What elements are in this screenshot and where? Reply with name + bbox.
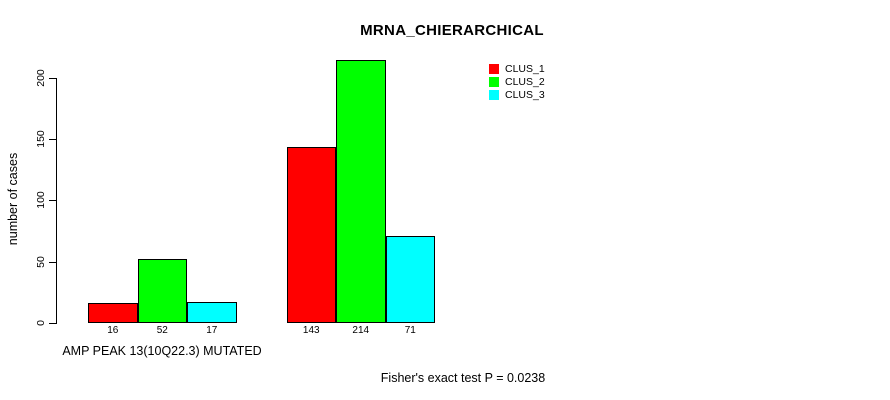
legend-swatch-clus_3 bbox=[489, 89, 499, 100]
legend-row-clus_3: CLUS_3 bbox=[489, 88, 545, 101]
chart-title: MRNA_CHIERARCHICAL bbox=[360, 22, 544, 39]
bar-clus_1-group2 bbox=[286, 147, 336, 323]
footnote-text: Fisher's exact test P = 0.0238 bbox=[380, 371, 546, 385]
y-axis-tick-label: 100 bbox=[35, 191, 47, 210]
legend: CLUS_1 CLUS_2 CLUS_3 bbox=[489, 64, 545, 100]
bar-value-label: 214 bbox=[352, 324, 370, 336]
y-axis-tick-label: 150 bbox=[35, 130, 47, 148]
y-axis-tick bbox=[49, 138, 56, 140]
legend-label: CLUS_1 bbox=[505, 63, 545, 75]
y-axis-tick bbox=[49, 77, 56, 79]
bar-clus_2-group2 bbox=[336, 60, 386, 323]
legend-row-clus_1: CLUS_1 bbox=[489, 64, 545, 74]
y-axis-label: number of cases bbox=[6, 152, 20, 246]
legend-label: CLUS_2 bbox=[505, 75, 545, 88]
y-axis-tick bbox=[49, 261, 56, 263]
bar-value-label: 16 bbox=[107, 324, 119, 336]
legend-swatch-clus_1 bbox=[489, 64, 499, 74]
y-axis-tick-label: 0 bbox=[35, 320, 47, 326]
bar-value-label: 17 bbox=[206, 324, 218, 336]
x-axis-group-label: AMP PEAK 13(10Q22.3) MUTATED bbox=[62, 344, 262, 358]
bar-clus_1-group1 bbox=[88, 303, 138, 323]
legend-row-clus_2: CLUS_2 bbox=[489, 77, 545, 87]
bar-value-label: 71 bbox=[404, 324, 416, 336]
bar-clus_3-group1 bbox=[187, 302, 237, 323]
y-axis-line bbox=[56, 77, 57, 324]
bar-clus_2-group1 bbox=[137, 259, 187, 323]
bar-clus_3-group2 bbox=[385, 235, 435, 323]
y-axis-tick bbox=[49, 200, 56, 202]
y-axis-tick bbox=[49, 323, 56, 324]
y-axis-tick-label: 50 bbox=[35, 255, 47, 268]
bar-value-label: 143 bbox=[302, 324, 320, 336]
y-axis-tick-label: 200 bbox=[35, 68, 47, 87]
legend-label: CLUS_3 bbox=[505, 88, 545, 101]
legend-swatch-clus_2 bbox=[489, 76, 499, 87]
bar-value-label: 52 bbox=[156, 324, 168, 336]
